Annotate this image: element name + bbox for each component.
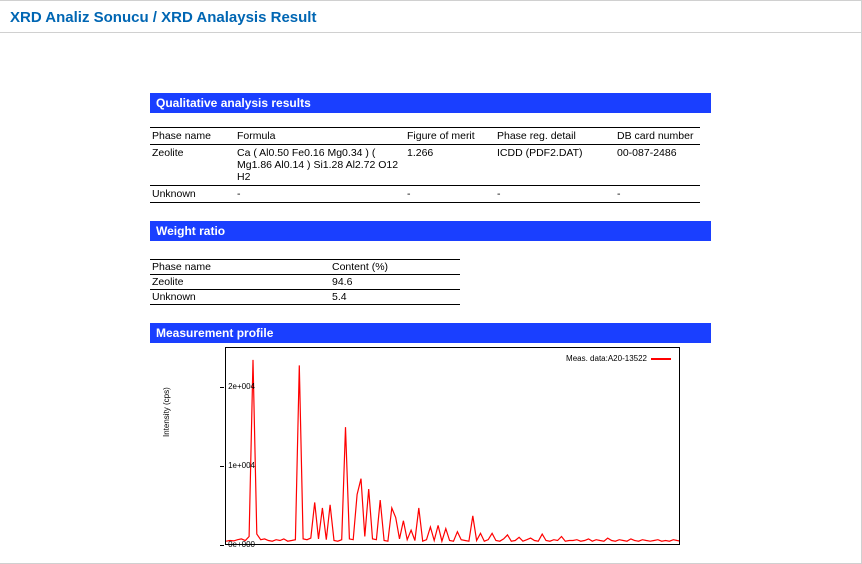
cell-phase: Unknown: [150, 290, 330, 305]
table-header-row: Phase name Formula Figure of merit Phase…: [150, 128, 700, 145]
weight-ratio-section-header: Weight ratio: [150, 221, 711, 241]
chart-y-tick-mark: [220, 466, 224, 467]
cell-db: 00-087-2486: [615, 145, 700, 186]
qualitative-table: Phase name Formula Figure of merit Phase…: [150, 127, 700, 203]
col-db-card-number: DB card number: [615, 128, 700, 145]
chart-y-axis-label: Intensity (cps): [162, 387, 171, 437]
cell-formula: Ca ( Al0.50 Fe0.16 Mg0.34 ) ( Mg1.86 Al0…: [235, 145, 405, 186]
cell-reg: ICDD (PDF2.DAT): [495, 145, 615, 186]
chart-legend: Meas. data:A20-13522: [566, 354, 671, 363]
chart-y-tick-mark: [220, 545, 224, 546]
col-phase-reg-detail: Phase reg. detail: [495, 128, 615, 145]
cell-db: -: [615, 186, 700, 203]
chart-plot-area: Meas. data:A20-13522: [225, 347, 680, 545]
cell-content: 94.6: [330, 275, 460, 290]
chart-y-tick-label: 1e+004: [205, 461, 255, 470]
cell-fom: 1.266: [405, 145, 495, 186]
content-area: Qualitative analysis results Phase name …: [0, 33, 861, 343]
cell-fom: -: [405, 186, 495, 203]
chart-y-tick-mark: [220, 387, 224, 388]
cell-phase: Unknown: [150, 186, 235, 203]
col-figure-of-merit: Figure of merit: [405, 128, 495, 145]
chart-line-svg: [226, 348, 680, 545]
page-container: XRD Analiz Sonucu / XRD Analaysis Result…: [0, 0, 862, 564]
chart-legend-line-icon: [651, 358, 671, 360]
table-header-row: Phase name Content (%): [150, 260, 460, 275]
cell-formula: -: [235, 186, 405, 203]
table-row: Unknown - - - -: [150, 186, 700, 203]
col-phase-name: Phase name: [150, 128, 235, 145]
col-formula: Formula: [235, 128, 405, 145]
qualitative-section-header: Qualitative analysis results: [150, 93, 711, 113]
table-row: Unknown 5.4: [150, 290, 460, 305]
weight-ratio-table: Phase name Content (%) Zeolite 94.6 Unkn…: [150, 259, 460, 305]
col-content-pct: Content (%): [330, 260, 460, 275]
measurement-profile-section-header: Measurement profile: [150, 323, 711, 343]
cell-phase: Zeolite: [150, 145, 235, 186]
chart-y-tick-label: 0e+000: [205, 540, 255, 549]
table-row: Zeolite 94.6: [150, 275, 460, 290]
chart-series-line: [226, 360, 680, 541]
table-row: Zeolite Ca ( Al0.50 Fe0.16 Mg0.34 ) ( Mg…: [150, 145, 700, 186]
cell-reg: -: [495, 186, 615, 203]
col-phase-name: Phase name: [150, 260, 330, 275]
cell-phase: Zeolite: [150, 275, 330, 290]
title-bar: XRD Analiz Sonucu / XRD Analaysis Result: [0, 1, 861, 33]
chart-legend-label: Meas. data:A20-13522: [566, 354, 647, 363]
page-title: XRD Analiz Sonucu / XRD Analaysis Result: [10, 9, 851, 26]
cell-content: 5.4: [330, 290, 460, 305]
chart-y-tick-label: 2e+004: [205, 382, 255, 391]
